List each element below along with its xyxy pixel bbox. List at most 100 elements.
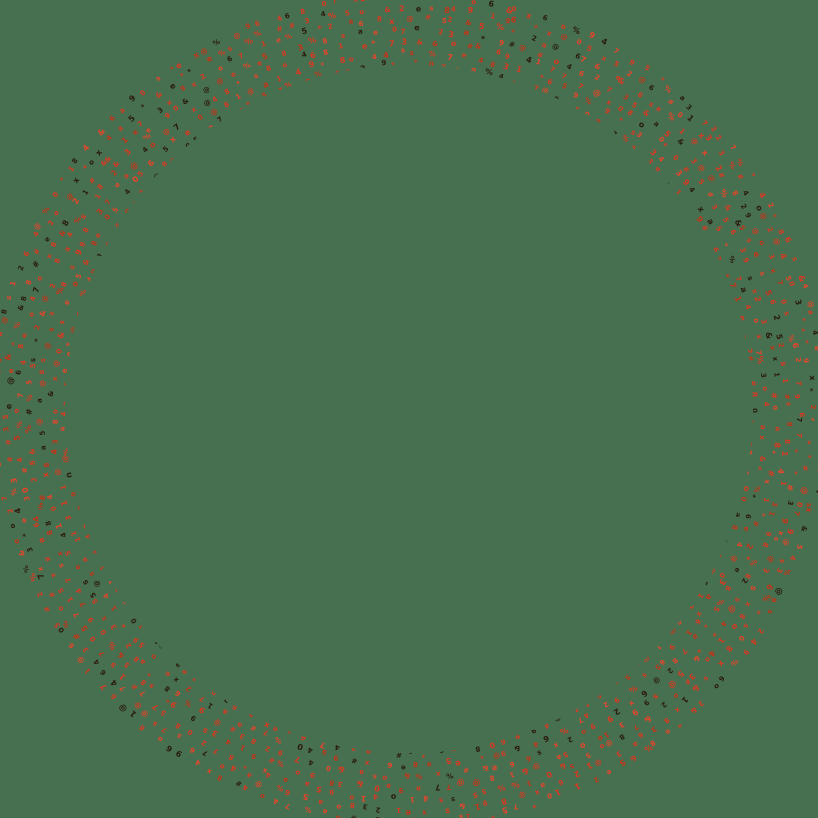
ring-glyph: 2 bbox=[6, 507, 16, 515]
ring-glyph: % bbox=[445, 771, 454, 780]
ring-glyph: 1 bbox=[515, 64, 524, 75]
ring-glyph: s bbox=[47, 326, 56, 333]
ring-glyph: 9 bbox=[168, 699, 179, 710]
ring-glyph: 6 bbox=[309, 50, 317, 61]
ring-glyph: 4 bbox=[306, 745, 314, 755]
ring-glyph: * bbox=[286, 726, 293, 736]
ring-glyph: 4 bbox=[800, 282, 810, 290]
ring-glyph: 4 bbox=[572, 704, 581, 714]
ring-glyph: 5 bbox=[561, 749, 570, 760]
ring-glyph: # bbox=[228, 723, 238, 734]
ring-glyph: * bbox=[583, 699, 591, 709]
ring-glyph: 4 bbox=[334, 742, 341, 752]
ring-glyph: * bbox=[139, 102, 148, 112]
ring-glyph: 7 bbox=[794, 417, 804, 423]
ring-glyph: 3 bbox=[0, 460, 4, 467]
ring-glyph: 5 bbox=[560, 81, 569, 92]
ring-glyph: 5 bbox=[126, 113, 137, 124]
ring-glyph: x bbox=[524, 10, 533, 21]
ring-glyph: @ bbox=[758, 211, 769, 222]
ring-glyph: 8 bbox=[730, 189, 740, 198]
ring-glyph: @ bbox=[637, 74, 648, 86]
ring-glyph: 1 bbox=[66, 164, 77, 174]
ring-glyph: # bbox=[71, 631, 83, 642]
ring-glyph: 8 bbox=[592, 117, 603, 128]
ring-glyph: 6 bbox=[546, 77, 554, 87]
ring-glyph: # bbox=[551, 94, 561, 104]
ring-glyph: e bbox=[400, 763, 406, 772]
ring-glyph: 4 bbox=[85, 275, 95, 284]
ring-glyph: * bbox=[146, 669, 155, 678]
ring-glyph: 6 bbox=[508, 759, 516, 769]
ring-glyph: 4 bbox=[734, 540, 744, 549]
ring-glyph: 9 bbox=[307, 59, 316, 70]
ring-glyph: s bbox=[450, 795, 456, 804]
ring-glyph: 1 bbox=[779, 450, 790, 457]
ring-glyph: % bbox=[283, 32, 294, 42]
ring-glyph: s bbox=[38, 357, 48, 363]
ring-glyph: * bbox=[119, 620, 130, 630]
ring-glyph: a bbox=[121, 171, 131, 181]
ring-glyph: e bbox=[19, 332, 29, 339]
ring-glyph: 9 bbox=[498, 38, 505, 48]
ring-glyph: * bbox=[81, 163, 92, 173]
ring-glyph: s bbox=[804, 501, 814, 508]
ring-glyph: o bbox=[702, 654, 713, 664]
ring-glyph: x bbox=[600, 53, 608, 64]
ring-glyph: 4 bbox=[65, 230, 75, 239]
ring-glyph: & bbox=[180, 96, 191, 107]
ring-glyph: & bbox=[355, 778, 364, 789]
ring-glyph: * bbox=[168, 64, 177, 74]
ring-glyph: e bbox=[229, 70, 238, 80]
ring-glyph: 0 bbox=[670, 153, 681, 163]
ring-glyph: x bbox=[388, 16, 395, 27]
ring-glyph: 7 bbox=[612, 46, 621, 57]
ring-glyph: 6 bbox=[495, 47, 502, 57]
ring-glyph: 5 bbox=[472, 790, 479, 800]
ring-glyph: 8 bbox=[132, 654, 142, 664]
ring-glyph: 2 bbox=[765, 201, 776, 210]
ring-glyph: 9 bbox=[398, 786, 404, 795]
ring-glyph: # bbox=[766, 469, 777, 478]
ring-glyph: 0 bbox=[616, 104, 625, 114]
ring-glyph: * bbox=[21, 531, 31, 538]
ring-glyph: * bbox=[10, 341, 19, 347]
ring-glyph: @ bbox=[161, 126, 172, 138]
ring-glyph: 9 bbox=[197, 704, 207, 716]
ring-glyph: 8 bbox=[174, 720, 183, 731]
ring-glyph: & bbox=[689, 682, 702, 694]
ring-glyph: 9 bbox=[784, 527, 796, 536]
ring-glyph: @ bbox=[127, 159, 140, 172]
ring-glyph: 9 bbox=[588, 721, 597, 731]
ring-glyph: 6 bbox=[107, 114, 117, 124]
ring-glyph: * bbox=[186, 67, 194, 77]
ring-glyph: 9 bbox=[605, 713, 615, 725]
ring-glyph: # bbox=[735, 172, 746, 182]
ring-glyph: & bbox=[628, 753, 638, 764]
ring-glyph: @ bbox=[651, 675, 662, 686]
ring-glyph: 6 bbox=[639, 688, 650, 699]
ring-glyph: @ bbox=[805, 300, 816, 309]
ring-glyph: & bbox=[46, 390, 56, 397]
ring-glyph: @ bbox=[212, 717, 223, 728]
ring-glyph: 7 bbox=[71, 610, 82, 619]
ring-glyph: 5 bbox=[699, 578, 710, 587]
ring-glyph: * bbox=[235, 79, 243, 89]
ring-glyph: 6 bbox=[692, 617, 703, 626]
ring-glyph: a bbox=[705, 216, 716, 227]
ring-glyph: 6 bbox=[14, 369, 23, 376]
ring-glyph: 9 bbox=[743, 211, 753, 220]
ring-glyph: 7 bbox=[576, 81, 585, 92]
ring-glyph: & bbox=[513, 743, 522, 753]
ring-glyph: 2 bbox=[32, 324, 42, 331]
ring-glyph: 8 bbox=[339, 55, 347, 66]
ring-glyph: 0 bbox=[786, 280, 797, 288]
ring-glyph: # bbox=[750, 519, 761, 528]
ring-glyph: % bbox=[570, 24, 582, 37]
ring-glyph: 8 bbox=[723, 643, 735, 654]
ring-glyph: 7 bbox=[400, 27, 406, 36]
ring-glyph: x bbox=[722, 272, 732, 280]
ring-glyph: x bbox=[699, 147, 711, 158]
ring-glyph: 1 bbox=[489, 12, 497, 21]
ring-glyph: a bbox=[350, 744, 357, 754]
